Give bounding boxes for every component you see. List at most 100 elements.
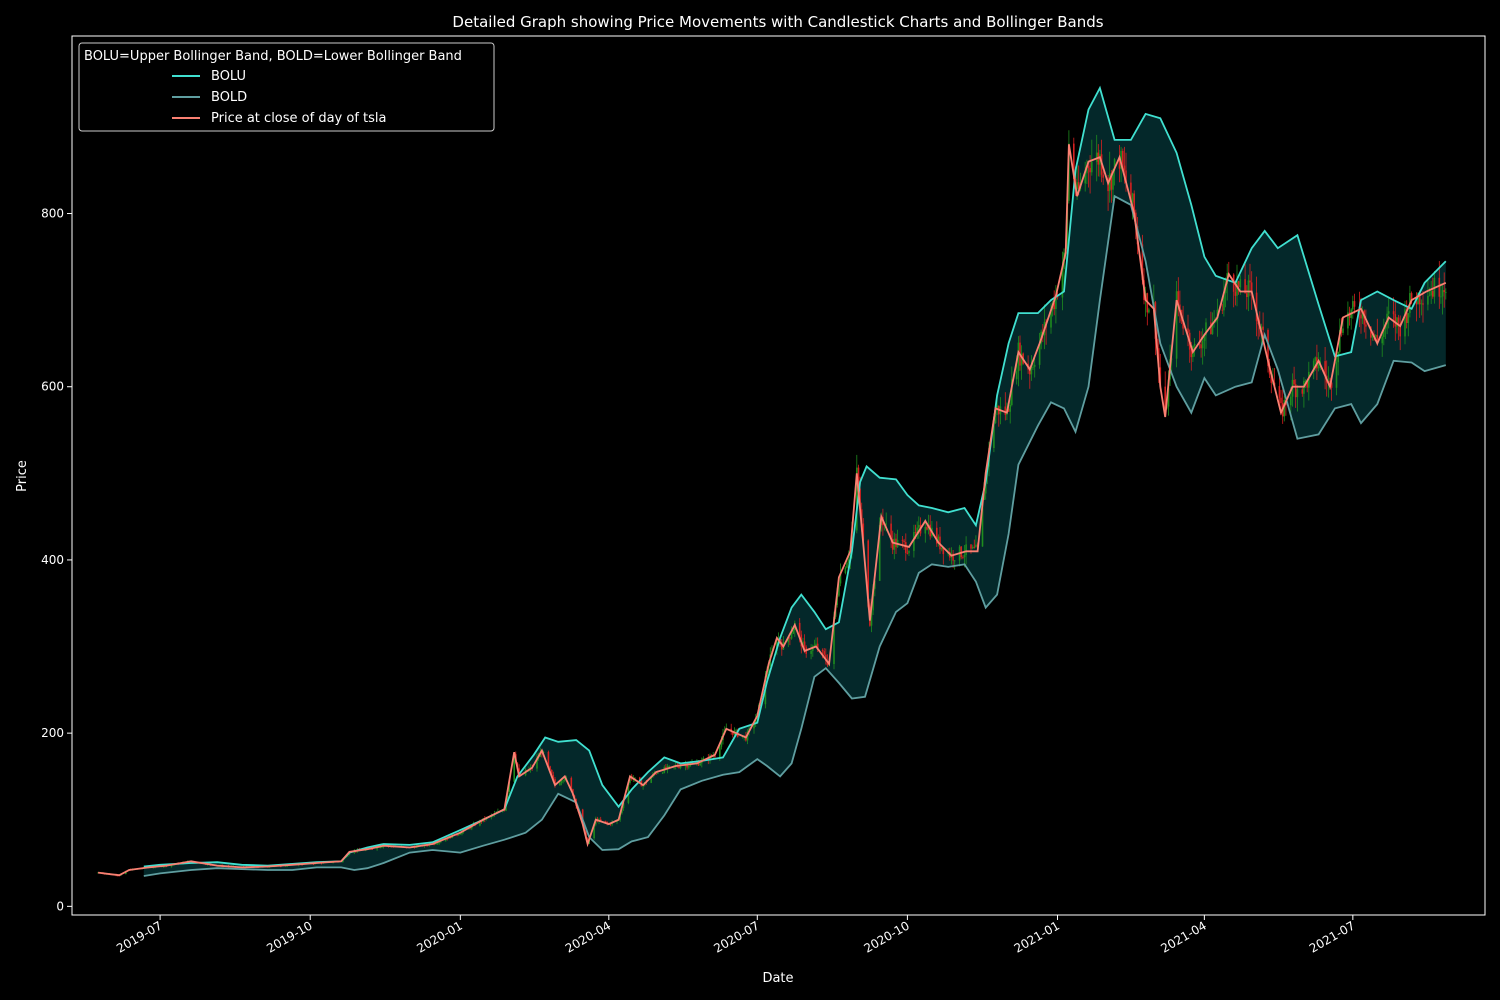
candle-body: [599, 819, 602, 821]
candle-body: [891, 539, 894, 550]
candle-body: [962, 557, 964, 558]
candle-body: [893, 538, 896, 550]
candle-body: [1122, 150, 1124, 166]
bolu-line: [143, 85, 1447, 868]
candle-body: [446, 839, 449, 840]
candle-body: [1091, 161, 1093, 173]
candle-body: [732, 731, 734, 735]
candle-body: [993, 423, 995, 448]
candle-body: [857, 467, 860, 489]
candle-body: [1179, 304, 1181, 310]
candle-body: [781, 643, 783, 650]
candle-body: [1239, 279, 1242, 288]
candle-body: [1102, 174, 1104, 178]
legend: BOLU=Upper Bollinger Band, BOLD=Lower Bo…: [78, 42, 495, 132]
candle-body: [1361, 310, 1364, 319]
candle-body: [965, 544, 967, 555]
candle-body: [730, 728, 732, 732]
candle-body: [564, 778, 566, 781]
candle-body: [1175, 291, 1178, 359]
candle-body: [924, 527, 927, 534]
candle-body: [867, 540, 869, 607]
candle-body: [1407, 313, 1410, 323]
candle-body: [1314, 357, 1317, 361]
candle-body: [379, 847, 382, 849]
candle-body: [825, 654, 827, 661]
candle-body: [1198, 343, 1201, 345]
candle-body: [1244, 279, 1246, 294]
candle-body: [1283, 400, 1286, 417]
candle-body: [679, 766, 682, 768]
candle-body: [1383, 328, 1385, 337]
candle-body: [846, 563, 848, 568]
candle-body: [1445, 292, 1447, 293]
candle-body: [536, 757, 538, 769]
candle-body: [1141, 244, 1144, 281]
candle-body: [1441, 290, 1444, 297]
candle-body: [1125, 170, 1127, 183]
candle-body: [905, 542, 907, 553]
candle-body: [870, 610, 873, 626]
candle-body: [1428, 295, 1431, 297]
candle-body: [381, 847, 383, 848]
legend-label-bolu: BOLU: [211, 69, 246, 84]
candle-body: [650, 777, 652, 783]
candle-body: [1280, 397, 1282, 404]
candle-body: [562, 780, 564, 782]
candle-body: [1177, 291, 1180, 305]
candle-body: [1319, 361, 1321, 364]
candle-body: [1278, 386, 1281, 398]
candle-body: [1376, 335, 1379, 344]
candle-body: [1440, 296, 1442, 298]
candle-body: [1324, 361, 1326, 376]
candle-body: [847, 559, 850, 563]
candle-body: [1004, 406, 1007, 415]
candle-body: [1133, 193, 1135, 213]
candle-body: [570, 777, 573, 790]
candle-body: [1237, 281, 1240, 288]
candle-body: [440, 841, 442, 843]
candle-body: [1095, 152, 1098, 162]
candle-body: [1030, 366, 1033, 375]
candle-body: [952, 553, 954, 561]
candle-body: [1422, 303, 1424, 305]
candle-body: [678, 766, 680, 768]
candle-body: [906, 553, 909, 554]
candle-body: [714, 756, 716, 757]
y-axis: 0 200 400 600 800: [41, 207, 72, 913]
candle-body: [1386, 313, 1388, 325]
candle-body: [1205, 322, 1207, 336]
candle-body: [1077, 182, 1080, 189]
candle-body: [435, 843, 437, 845]
candle-body: [1397, 317, 1400, 325]
candle-body: [901, 539, 904, 541]
candle-body: [1086, 165, 1088, 174]
candle-body: [1032, 366, 1034, 368]
candle-body: [1110, 173, 1113, 190]
candle-body: [1290, 396, 1292, 406]
candle-body: [459, 833, 462, 835]
candle-body: [438, 842, 440, 844]
candle-body: [860, 509, 863, 524]
x-axis-label: Date: [762, 971, 793, 986]
candle-body: [862, 523, 865, 541]
candle-body: [170, 864, 173, 867]
candle-body: [1399, 324, 1401, 337]
candle-body: [1247, 280, 1250, 298]
candle-body: [903, 540, 905, 543]
candle-body: [838, 583, 840, 596]
candle-body: [981, 500, 984, 547]
candle-body: [1387, 311, 1390, 314]
candle-body: [798, 622, 801, 635]
candle-body: [1370, 326, 1372, 338]
candle-body: [1201, 340, 1204, 349]
candle-body: [1304, 380, 1307, 382]
candle-body: [1250, 282, 1253, 293]
candle-body: [916, 527, 918, 533]
candle-body: [479, 820, 481, 826]
candle-body: [913, 532, 915, 551]
candle-body: [436, 843, 439, 845]
candle-body: [973, 546, 976, 548]
candle-body: [688, 765, 690, 768]
candle-body: [1405, 309, 1408, 323]
